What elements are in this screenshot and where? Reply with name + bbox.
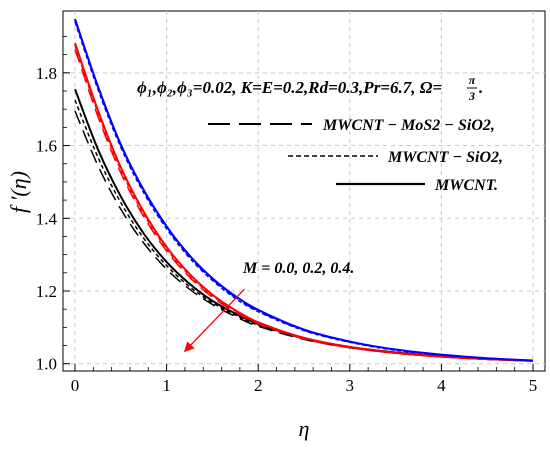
y-tick-label: 1.8 [36, 64, 57, 83]
x-tick-label: 2 [254, 376, 263, 395]
annotation-text: M = 0.0, 0.2, 0.4. [242, 260, 354, 277]
omega-numerator: π [469, 73, 476, 87]
legend-parameters: ϕ₁,ϕ₂,ϕ₃=0.02, K=E=0.2,Rd=0.3,Pr=6.7, Ω= [137, 78, 442, 97]
series-group [74, 18, 534, 362]
legend-entry-label: MWCNT − SiO2, [387, 149, 503, 166]
x-tick-label: 5 [529, 376, 538, 395]
y-axis-title: f ′(η) [6, 171, 31, 213]
series-line-mwcnt-m00 [74, 18, 534, 362]
legend-parameters-end: . [479, 78, 483, 97]
legend-entry-label: MWCNT − MoS2 − SiO2, [322, 117, 495, 134]
x-tick-label: 3 [346, 376, 355, 395]
y-tick-label: 1.6 [36, 137, 57, 156]
series-line-mwcnt-sio2-m04 [74, 99, 534, 362]
annotation: M = 0.0, 0.2, 0.4. [183, 260, 354, 353]
y-tick-label: 1.2 [36, 282, 57, 301]
legend: ϕ₁,ϕ₂,ϕ₃=0.02, K=E=0.2,Rd=0.3,Pr=6.7, Ω=… [137, 73, 503, 194]
legend-entry-label: MWCNT. [434, 177, 498, 194]
grid [63, 11, 545, 371]
x-tick-label: 4 [437, 376, 446, 395]
x-tick-label: 1 [162, 376, 171, 395]
axis-ticks: 0 1 2 3 4 5 1.0 1.2 1.4 1.6 1.8 [36, 36, 538, 395]
y-tick-label: 1.0 [36, 355, 57, 374]
y-tick-label: 1.4 [36, 209, 58, 228]
x-axis-title: η [299, 416, 310, 441]
omega-denominator: 3 [468, 89, 475, 103]
series-line-mwcnt-m02 [74, 42, 534, 362]
x-tick-label: 0 [71, 376, 80, 395]
annotation-arrow [183, 288, 245, 353]
